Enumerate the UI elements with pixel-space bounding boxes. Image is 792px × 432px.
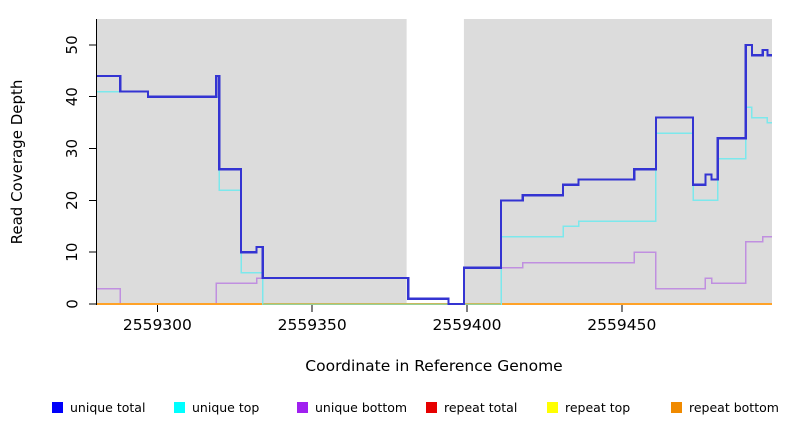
x-tick-label: 2559300 xyxy=(123,316,192,334)
legend-label: unique total xyxy=(70,399,146,415)
legend-item-unique-top: unique top xyxy=(174,397,259,417)
y-tick-label: 10 xyxy=(63,243,81,262)
series-line-unique-top xyxy=(97,90,772,305)
legend-swatch-icon xyxy=(174,401,185,413)
legend-item-repeat-top: repeat top xyxy=(547,397,630,417)
legend-item-unique-bottom: unique bottom xyxy=(297,397,407,417)
y-tick-label: 50 xyxy=(63,35,81,54)
y-tick-label: 40 xyxy=(63,87,81,106)
x-tick-label: 2559400 xyxy=(432,316,501,334)
legend-label: repeat bottom xyxy=(689,399,779,415)
series-line-unique-total xyxy=(97,43,772,306)
legend-swatch-icon xyxy=(426,401,437,413)
y-axis-title: Read Coverage Depth xyxy=(8,79,26,245)
legend: unique total unique top unique bottom repea… xyxy=(0,397,792,421)
series-line-unique-bottom xyxy=(97,235,772,305)
legend-swatch-icon xyxy=(52,401,63,413)
legend-swatch-icon xyxy=(297,401,308,413)
legend-swatch-icon xyxy=(547,401,558,413)
legend-item-repeat-bottom: repeat bottom xyxy=(671,397,779,417)
x-axis-title: Coordinate in Reference Genome xyxy=(305,357,563,375)
y-tick-label: 20 xyxy=(63,191,81,210)
legend-label: unique top xyxy=(192,399,260,415)
legend-label: repeat top xyxy=(565,399,631,415)
y-tick-label: 30 xyxy=(63,139,81,158)
legend-item-repeat-total: repeat total xyxy=(426,397,517,417)
legend-swatch-icon xyxy=(671,401,682,413)
x-tick-label: 2559350 xyxy=(278,316,347,334)
legend-label: repeat total xyxy=(444,399,518,415)
legend-label: unique bottom xyxy=(315,399,408,415)
x-tick-label: 2559450 xyxy=(587,316,656,334)
legend-item-unique-total: unique total xyxy=(52,397,145,417)
alignment-gap-band xyxy=(406,19,464,305)
y-tick-label: 0 xyxy=(63,299,81,309)
